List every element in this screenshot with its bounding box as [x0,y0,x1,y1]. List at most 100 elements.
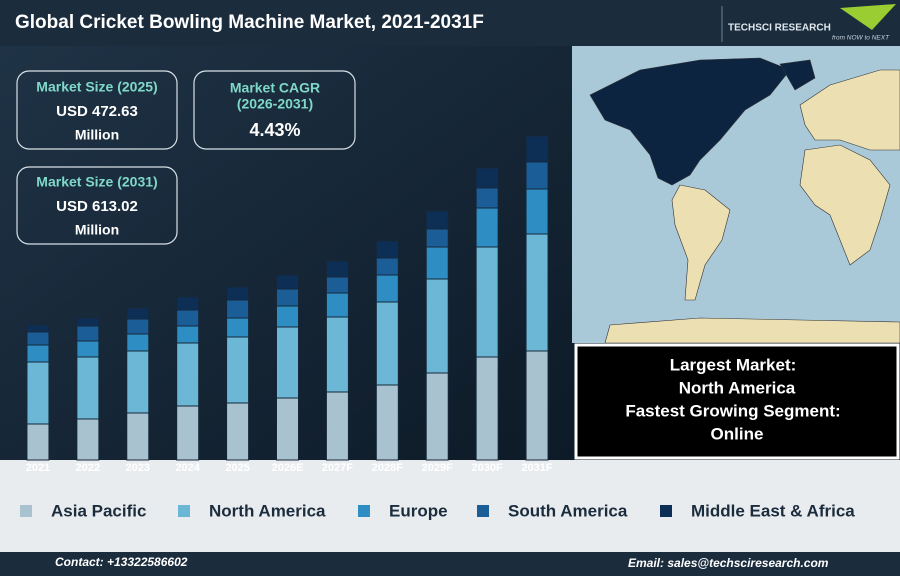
bar-segment [525,350,549,461]
bar-segment [475,187,499,209]
x-tick-label: 2021 [26,462,50,474]
bar-segment [226,299,250,319]
bar-segment [325,276,349,294]
x-tick-label: 2028F [372,462,403,474]
bar-segment [226,286,250,301]
logo-mark [840,4,896,30]
bar-segment [26,344,50,363]
bar-segment [276,397,299,461]
bar-segment [475,356,499,461]
south-america [671,184,731,301]
bar-segment [76,340,100,358]
bar-segment [425,228,449,248]
bar-segment [475,207,499,248]
card-unit: Million [75,222,119,238]
highlight-box [574,343,900,460]
legend-panel [0,460,900,552]
africa [799,144,891,266]
card-label: Market Size (2025) [36,79,157,95]
bar-segment [276,326,299,399]
legend-swatch [178,505,190,517]
bar-segment [425,372,449,461]
bar-segment [425,278,449,374]
bar-segment [126,350,150,414]
bar-segment [176,405,200,461]
logo-tagline: from NOW to NEXT [832,35,890,42]
footer-email: Email: sales@techsciresearch.com [628,556,829,570]
highlight-text: Fastest Growing Segment: [625,401,840,420]
bar-segment [176,309,200,327]
bar-segment [325,316,349,393]
bar-segment [176,296,200,311]
bar-segment [325,391,349,461]
bar-segment [276,305,299,328]
north-america [589,57,791,186]
legend-swatch [358,505,370,517]
legend-label: Middle East & Africa [691,501,855,520]
eurasia [799,69,900,151]
legend-label: Europe [389,501,448,520]
bar-segment [325,292,349,318]
bar-segment [76,325,100,342]
card-label: Market Size (2031) [36,174,157,190]
bar-segment [276,274,299,290]
bar-segment [176,342,200,407]
bar-segment [76,418,100,461]
bar-segment [276,288,299,307]
bar-segment [525,233,549,352]
card-value: USD 613.02 [56,198,138,215]
title: Global Cricket Bowling Machine Market, 2… [15,12,484,33]
bar-segment [26,361,50,425]
card-label: Market CAGR [230,80,320,96]
x-tick-label: 2025 [225,462,249,474]
bar-segment [126,333,150,352]
x-tick-label: 2029F [422,462,453,474]
bar-segment [76,356,100,420]
bar-segment [126,307,150,320]
bar-segment [226,336,250,404]
bar-segment [26,331,50,346]
bar-segment [425,246,449,280]
x-tick-label: 2031F [521,462,552,474]
x-tick-label: 2022 [76,462,100,474]
x-tick-label: 2024 [175,462,200,474]
footer-contact: Contact: +13322586602 [55,555,188,569]
world-map [589,57,900,344]
highlight-text: North America [679,378,796,397]
card-label: (2026-2031) [237,96,313,112]
antarctica [604,317,900,344]
legend-swatch [660,505,672,517]
bar-segment [375,257,399,276]
bar-segment [375,240,399,259]
x-tick-label: 2030F [472,462,503,474]
greenland [779,59,816,91]
bar-segment [26,324,50,333]
bar-segment [26,423,50,461]
bar-segment [525,135,549,163]
highlight-text: Largest Market: [670,355,797,374]
bar-segment [525,161,549,190]
bar-segment [76,317,100,327]
bar-segment [475,167,499,189]
legend-label: Asia Pacific [51,501,146,520]
bar-segment [425,210,449,230]
legend-swatch [477,505,489,517]
bar-segment [226,402,250,461]
x-tick-label: 2026E [272,462,304,474]
bar-segment [375,384,399,461]
x-tick-label: 2027F [322,462,353,474]
bar-segment [226,317,250,338]
legend-swatch [20,505,32,517]
bar-segment [525,188,549,235]
bar-segment [176,325,200,344]
card [16,166,178,245]
footer-bar [0,552,900,576]
bar-segment [475,246,499,358]
bar-segment [375,301,399,386]
logo-name: TECHSCI RESEARCH [728,23,831,34]
bar-segment [126,412,150,461]
card [193,70,356,150]
legend-label: South America [508,501,628,520]
bar-segment [126,318,150,335]
